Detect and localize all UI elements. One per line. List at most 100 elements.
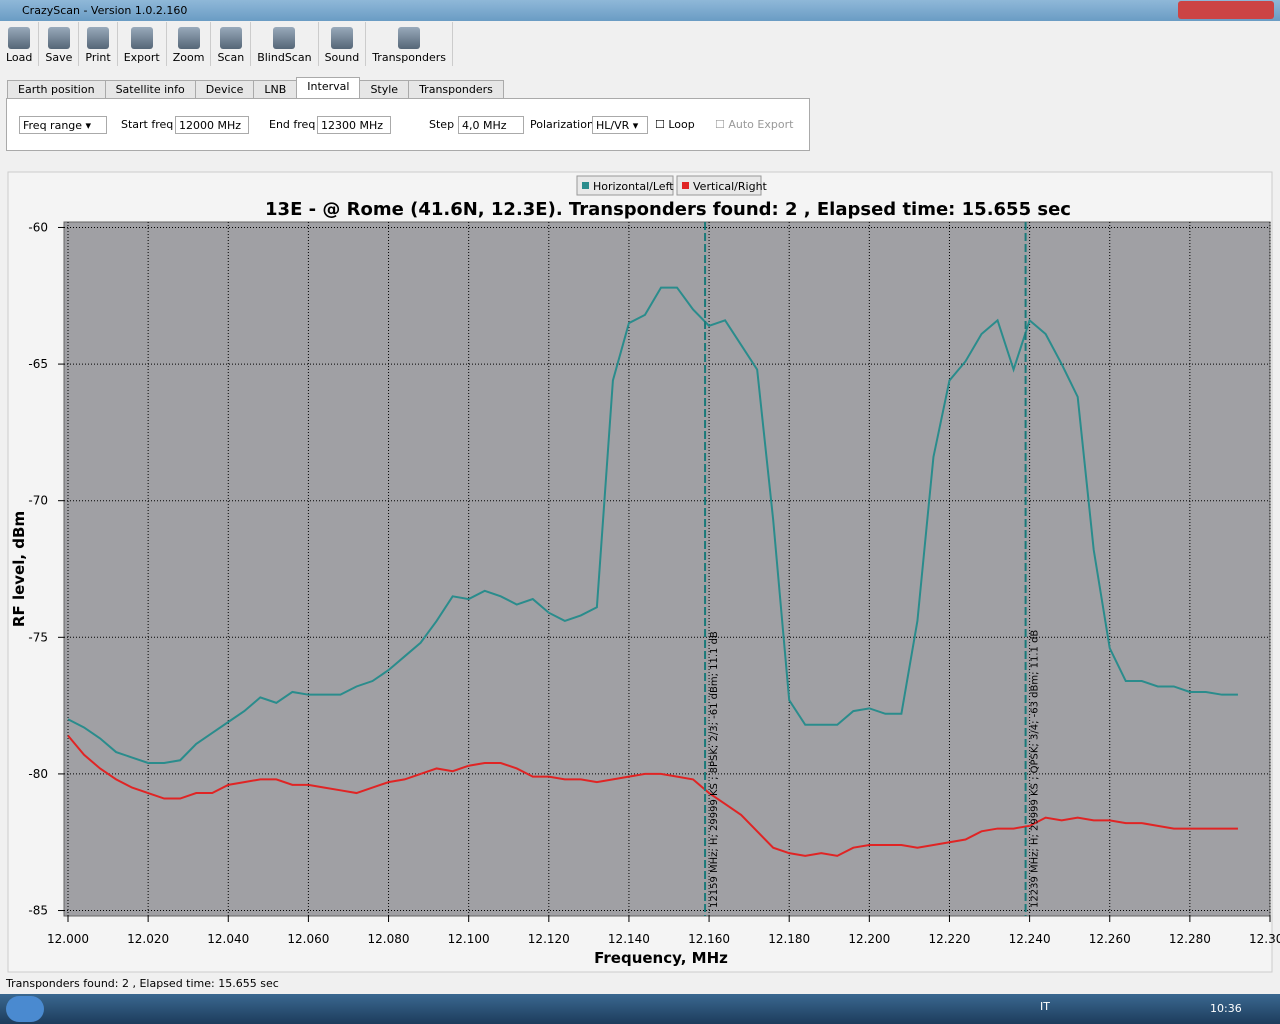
start-input[interactable]: 12000 MHz xyxy=(175,116,249,134)
x-tick-label: 12.180 xyxy=(768,932,810,946)
toolbar-label: Export xyxy=(123,51,160,64)
step-input[interactable]: 4,0 MHz xyxy=(458,116,524,134)
tab[interactable]: Device xyxy=(194,80,255,99)
polarization-value: HL/VR xyxy=(596,119,630,132)
tab[interactable]: Style xyxy=(359,80,410,99)
toolbar-label: Scan xyxy=(217,51,245,64)
end-input[interactable]: 12300 MHz xyxy=(317,116,391,134)
end-label: End freq xyxy=(269,118,316,131)
x-tick-label: 12.000 xyxy=(47,932,89,946)
y-tick-label: -65 xyxy=(28,357,48,371)
toolbar-icon xyxy=(130,27,153,49)
interval-panel: Freq range ▾ Start freq 12000 MHz End fr… xyxy=(6,98,810,151)
start-value: 12000 MHz xyxy=(179,119,242,132)
start-label: Start freq xyxy=(121,118,174,131)
toolbar-button[interactable]: Zoom xyxy=(167,22,212,66)
x-tick-label: 12.060 xyxy=(287,932,329,946)
toolbar-label: Transponders xyxy=(372,51,446,64)
x-tick-label: 12.100 xyxy=(448,932,490,946)
toolbar-button[interactable]: Transponders xyxy=(366,22,453,66)
toolbar-icon xyxy=(219,27,242,49)
x-tick-label: 12.220 xyxy=(928,932,970,946)
plot-area xyxy=(63,221,1271,917)
title-bar: CrazyScan - Version 1.0.2.160 xyxy=(0,0,1280,21)
window-controls[interactable] xyxy=(1178,1,1274,19)
legend-box xyxy=(576,175,674,196)
loop-checkbox[interactable]: ☐ Loop xyxy=(655,118,695,131)
tab[interactable]: Satellite info xyxy=(104,80,196,99)
window-title: CrazyScan - Version 1.0.2.160 xyxy=(22,4,188,17)
taskbar: IT 10:36 xyxy=(0,994,1280,1024)
legend-label: Vertical/Right xyxy=(693,180,768,193)
tab-bar: Earth position Satellite info Device LNB Int… xyxy=(7,77,504,99)
chart-panel xyxy=(7,171,1273,973)
step-value: 4,0 MHz xyxy=(462,119,507,132)
toolbar-label: Sound xyxy=(324,51,360,64)
toolbar-label: Zoom xyxy=(172,51,205,64)
start-button[interactable] xyxy=(6,996,44,1022)
toolbar-button[interactable]: Load xyxy=(0,22,40,66)
legend-box xyxy=(676,175,762,196)
tab[interactable]: LNB xyxy=(253,80,298,99)
y-tick-label: -80 xyxy=(28,767,48,781)
toolbar-icon xyxy=(273,27,296,49)
tab[interactable]: Transponders xyxy=(408,80,504,99)
x-tick-label: 12.080 xyxy=(368,932,410,946)
series-line xyxy=(67,735,1238,857)
y-tick-label: -70 xyxy=(28,494,48,508)
step-label: Step xyxy=(429,118,455,131)
y-axis-label: RF level, dBm xyxy=(10,511,28,627)
x-tick-label: 12.140 xyxy=(608,932,650,946)
x-tick-label: 12.040 xyxy=(207,932,249,946)
toolbar: Load Save Print Export Zoom Scan BlindScan Soun… xyxy=(0,22,1280,70)
y-tick-label: -85 xyxy=(28,904,48,918)
toolbar-button[interactable]: BlindScan xyxy=(251,22,319,66)
x-tick-label: 12.260 xyxy=(1089,932,1131,946)
toolbar-button[interactable]: Save xyxy=(39,22,80,66)
x-tick-label: 12.160 xyxy=(688,932,730,946)
loop-label: Loop xyxy=(668,118,695,131)
auto-export-label: Auto Export xyxy=(728,118,794,131)
toolbar-icon xyxy=(8,27,31,49)
clock: 10:36 xyxy=(1210,1002,1242,1015)
toolbar-button[interactable]: Print xyxy=(79,22,118,66)
polarization-label: Polarization xyxy=(530,118,594,131)
transponder-label: 12159 MHz; H; 29999 KS ; 8PSK; 2/3; -61 … xyxy=(709,631,720,908)
x-tick-label: 12.200 xyxy=(848,932,890,946)
mode-value: Freq range xyxy=(23,119,83,132)
tab[interactable]: Earth position xyxy=(7,80,106,99)
toolbar-icon xyxy=(330,27,353,49)
x-tick-label: 12.120 xyxy=(528,932,570,946)
toolbar-button[interactable]: Export xyxy=(118,22,167,66)
status-bar: Transponders found: 2 , Elapsed time: 15… xyxy=(6,977,279,990)
series-line xyxy=(67,286,1238,764)
toolbar-button[interactable]: Sound xyxy=(319,22,367,66)
toolbar-label: Load xyxy=(6,51,33,64)
y-tick-label: -75 xyxy=(28,630,48,644)
toolbar-icon xyxy=(177,27,200,49)
legend-label: Horizontal/Left xyxy=(593,180,674,193)
auto-export-checkbox[interactable]: ☐ Auto Export xyxy=(715,118,794,131)
legend-swatch xyxy=(682,182,689,189)
x-axis-label: Frequency, MHz xyxy=(594,949,728,967)
y-tick-label: -60 xyxy=(28,220,48,234)
toolbar-icon xyxy=(47,27,70,49)
mode-select[interactable]: Freq range ▾ xyxy=(19,116,107,134)
language-indicator[interactable]: IT xyxy=(1040,1000,1050,1013)
polarization-select[interactable]: HL/VR ▾ xyxy=(592,116,648,134)
toolbar-label: Save xyxy=(45,51,73,64)
tab[interactable]: Interval xyxy=(296,77,361,99)
toolbar-icon xyxy=(398,27,421,49)
x-tick-label: 12.240 xyxy=(1009,932,1051,946)
x-tick-label: 12.280 xyxy=(1169,932,1211,946)
x-tick-label: 12.020 xyxy=(127,932,169,946)
end-value: 12300 MHz xyxy=(321,119,384,132)
toolbar-button[interactable]: Scan xyxy=(211,22,252,66)
x-tick-label: 12.300 xyxy=(1249,932,1280,946)
transponder-label: 12239 MHz; H; 29999 KS ; QPSK; 3/4; -63 … xyxy=(1030,630,1041,908)
toolbar-label: Print xyxy=(85,51,111,64)
legend-swatch xyxy=(582,182,589,189)
toolbar-label: BlindScan xyxy=(257,51,312,64)
toolbar-icon xyxy=(87,27,110,49)
